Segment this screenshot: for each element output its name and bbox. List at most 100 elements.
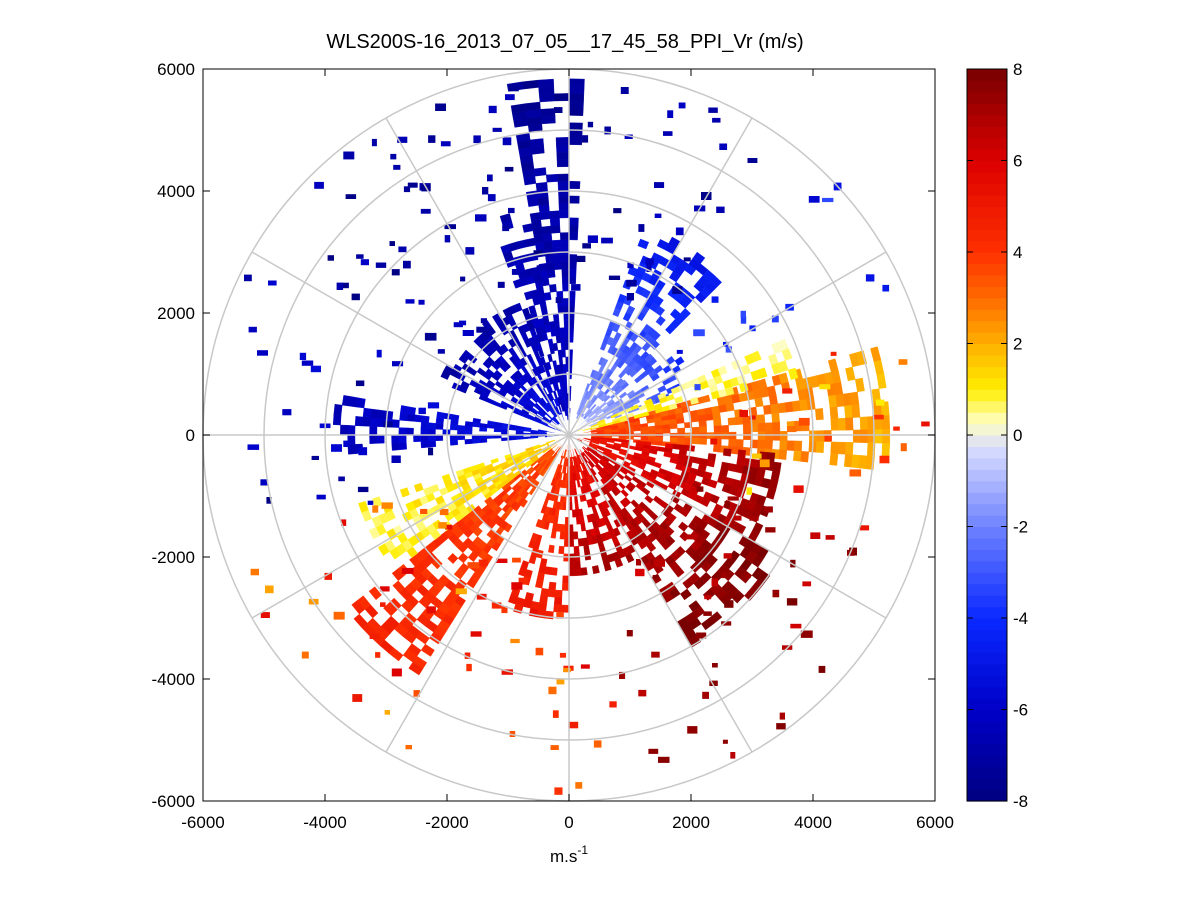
velocity-cell [400,405,409,414]
velocity-speckle [849,469,862,477]
velocity-speckle [418,299,425,305]
velocity-speckle [358,447,368,456]
colorbar-cell [967,412,1007,425]
velocity-cell [583,544,590,554]
velocity-cell [555,137,570,146]
velocity-speckle [384,710,390,715]
velocity-cell [653,295,664,307]
velocity-speckle [646,264,652,272]
velocity-cell [677,427,686,434]
colorbar-cell [967,240,1007,253]
velocity-speckle [501,606,508,614]
velocity-speckle [652,575,659,580]
colorbar-cell [967,69,1007,82]
velocity-speckle [504,166,514,172]
colorbar-cell [967,423,1007,436]
velocity-cell [522,223,534,233]
velocity-speckle [654,213,662,218]
velocity-cell [568,312,575,321]
velocity-cell [499,213,512,224]
velocity-cell [560,334,566,343]
velocity-cell [391,442,400,451]
colorbar-gradient [967,69,1007,802]
velocity-speckle [352,694,363,702]
velocity-speckle [676,349,683,354]
velocity-speckle [511,582,523,590]
velocity-cell [420,428,429,436]
y-tick-label: 2000 [157,304,195,323]
velocity-cell [547,338,554,348]
velocity-cell [736,456,746,467]
velocity-speckle [875,399,885,406]
velocity-speckle [338,476,345,482]
velocity-cell [464,421,474,427]
velocity-cell [455,469,465,477]
velocity-speckle [608,275,621,280]
velocity-speckle [343,151,355,160]
velocity-cell [568,180,581,190]
velocity-cell [613,331,622,342]
velocity-cell [837,441,847,455]
velocity-cell [534,280,544,290]
colorbar-cell [967,640,1007,653]
colorbar-tick-label: 4 [1013,243,1022,262]
velocity-cell [563,305,570,314]
plot-area: -6000 -4000 -2000 0 2000 4000 6000 6000 4000 2000… [152,60,954,832]
velocity-cell [427,428,436,436]
velocity-cell [673,566,685,578]
velocity-speckle [694,384,701,391]
colorbar-cell [967,217,1007,230]
velocity-speckle [375,262,387,268]
velocity-cell [763,404,772,415]
velocity-speckle [825,535,835,540]
velocity-speckle [563,668,572,673]
velocity-speckle [722,739,728,744]
velocity-cell [435,434,444,442]
velocity-speckle [648,748,659,754]
velocity-cell [854,377,865,393]
velocity-speckle [244,274,252,282]
velocity-speckle [787,426,797,433]
velocity-speckle [554,107,563,113]
velocity-cell [744,587,758,601]
velocity-cell [698,420,707,428]
y-tick-label: 6000 [157,60,195,79]
velocity-cell [436,411,445,419]
velocity-cell [856,350,868,366]
velocity-speckle [389,241,395,246]
velocity-speckle [790,623,802,629]
velocity-cell [672,443,681,450]
velocity-cell [435,417,445,425]
velocity-cell [505,379,514,388]
sector-east-south-red [576,435,782,543]
velocity-cell [791,400,801,412]
velocity-speckle [626,279,637,287]
velocity-cell [554,445,561,453]
velocity-speckle [476,593,487,600]
velocity-cell [449,439,459,446]
velocity-cell [479,423,488,429]
velocity-speckle [730,752,736,759]
velocity-cell [568,290,576,299]
y-tick-label: 4000 [157,182,195,201]
velocity-speckle [683,257,691,262]
velocity-speckle [487,194,496,202]
velocity-cell [558,188,570,197]
velocity-speckle [381,502,393,509]
velocity-speckle [693,329,705,337]
velocity-cell [631,398,641,406]
velocity-speckle [314,181,324,189]
velocity-cell [435,423,444,430]
velocity-cell [540,115,556,125]
velocity-cell [550,530,557,539]
velocity-speckle [518,577,528,585]
velocity-cell [450,494,461,504]
velocity-cell [764,422,773,432]
velocity-cell [444,511,455,522]
velocity-speckle [392,361,404,367]
velocity-speckle [379,586,390,592]
velocity-speckle [426,606,436,614]
velocity-cell [540,108,556,117]
velocity-cell [572,531,579,540]
colorbar-cell [967,595,1007,608]
